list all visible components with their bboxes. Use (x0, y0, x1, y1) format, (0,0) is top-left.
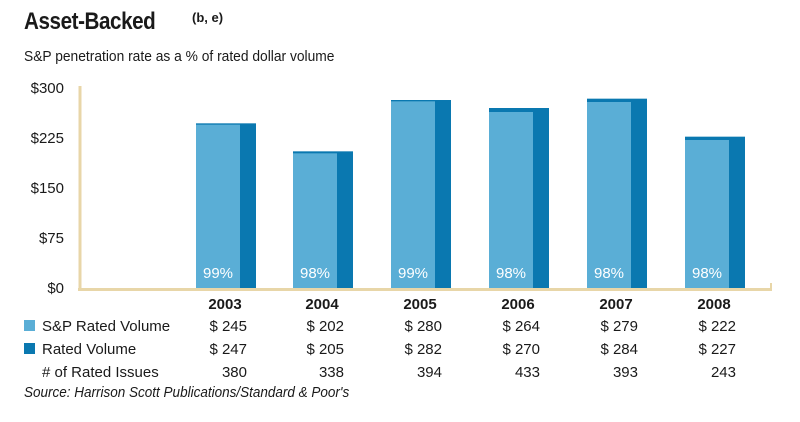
legend-swatch-rated-volume (24, 343, 35, 354)
sp-rated-volume-value: $ 222 (698, 318, 736, 335)
rated-issues-value: 393 (613, 364, 638, 381)
sp-rated-volume-value: $ 202 (306, 318, 344, 335)
year-label: 2005 (403, 296, 436, 313)
rated-issues-value: 433 (515, 364, 540, 381)
rated-volume-value: $ 227 (698, 341, 736, 358)
chart-title: Asset-Backed (24, 8, 156, 35)
year-label: 2008 (697, 296, 730, 313)
rated-volume-value: $ 205 (306, 341, 344, 358)
y-tick-label: $225 (31, 130, 64, 147)
penetration-label: 98% (300, 265, 330, 282)
bar-sp-rated-volume (587, 102, 631, 288)
rated-issues-value: 338 (319, 364, 344, 381)
penetration-label: 98% (594, 265, 624, 282)
penetration-label: 98% (692, 265, 722, 282)
rated-issues-value: 243 (711, 364, 736, 381)
rated-issues-value: 380 (222, 364, 247, 381)
legend-label-rated-volume: Rated Volume (42, 341, 136, 358)
rated-volume-value: $ 282 (404, 341, 442, 358)
chart-subtitle: S&P penetration rate as a % of rated dol… (24, 48, 335, 65)
rated-volume-value: $ 284 (600, 341, 638, 358)
y-tick-label: $300 (31, 80, 64, 97)
y-tick-label: $0 (47, 280, 64, 297)
rated-volume-value: $ 270 (502, 341, 540, 358)
sp-rated-volume-value: $ 280 (404, 318, 442, 335)
penetration-label: 99% (398, 265, 428, 282)
bar-sp-rated-volume (293, 153, 337, 288)
rated-issues-row-label: # of Rated Issues (42, 364, 159, 381)
bar-sp-rated-volume (489, 112, 533, 288)
legend-label-sp-rated-volume: S&P Rated Volume (42, 318, 170, 335)
rated-issues-value: 394 (417, 364, 442, 381)
y-tick-label: $75 (39, 230, 64, 247)
penetration-label: 99% (203, 265, 233, 282)
bar-sp-rated-volume (391, 101, 435, 288)
penetration-label: 98% (496, 265, 526, 282)
year-label: 2004 (305, 296, 339, 313)
sp-rated-volume-value: $ 264 (502, 318, 540, 335)
rated-volume-value: $ 247 (209, 341, 247, 358)
sp-rated-volume-value: $ 245 (209, 318, 247, 335)
source-note: Source: Harrison Scott Publications/Stan… (24, 384, 350, 401)
year-label: 2006 (501, 296, 534, 313)
chart-title-footnote: (b, e) (192, 10, 224, 25)
chart-title-row: Asset-Backed (b, e) (24, 8, 223, 36)
year-label: 2007 (599, 296, 632, 313)
year-label: 2003 (208, 296, 241, 313)
sp-rated-volume-value: $ 279 (600, 318, 638, 335)
bar-sp-rated-volume (685, 140, 729, 288)
bar-sp-rated-volume (196, 124, 240, 289)
y-tick-label: $150 (31, 180, 64, 197)
legend-swatch-sp-rated-volume (24, 320, 35, 331)
